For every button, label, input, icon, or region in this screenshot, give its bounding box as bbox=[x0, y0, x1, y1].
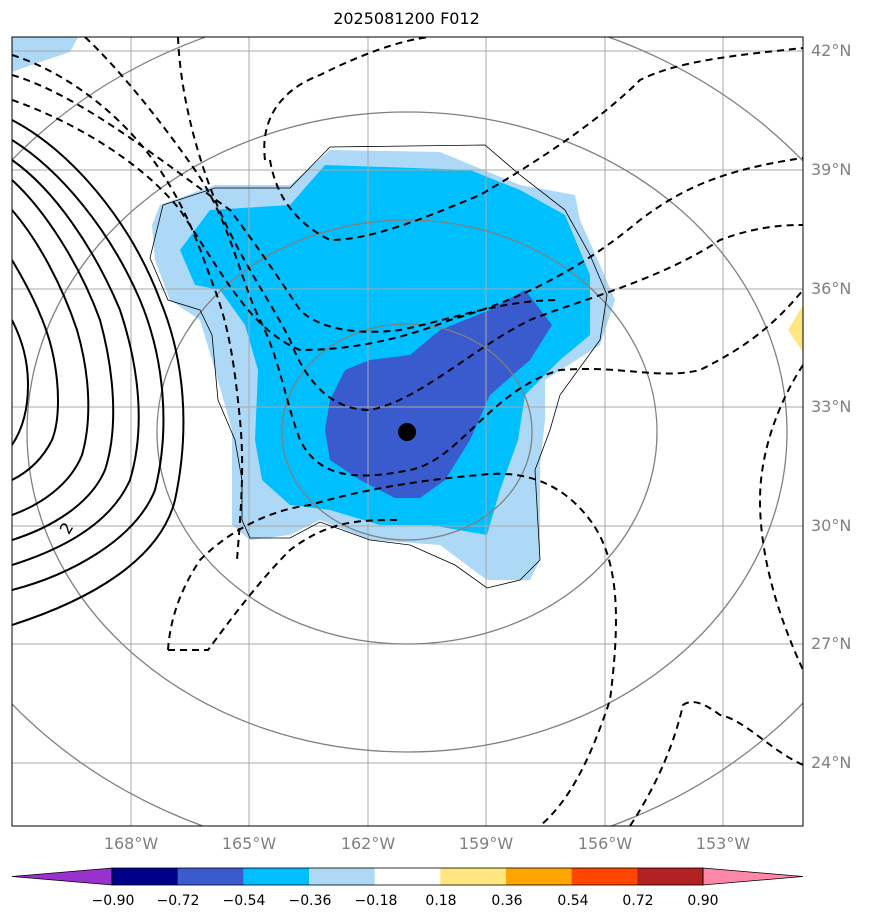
contour-label: 2 bbox=[56, 519, 78, 537]
lat-label-39: 39°N bbox=[811, 160, 852, 179]
solid-contours bbox=[12, 119, 185, 626]
colorbar-tick: 0.54 bbox=[557, 893, 589, 909]
colorbar-tick: 0.18 bbox=[425, 893, 457, 909]
shade-topleft bbox=[12, 37, 78, 72]
colorbar-tick: −0.72 bbox=[156, 893, 200, 909]
colorbar-extend-low bbox=[11, 867, 113, 886]
colorbar-tick: −0.90 bbox=[91, 893, 135, 909]
colorbar-segment bbox=[177, 868, 244, 885]
lon-label-165: 165°W bbox=[221, 834, 277, 853]
lon-label-162: 162°W bbox=[340, 834, 396, 853]
dashed-contours bbox=[12, 37, 803, 826]
colorbar-tick: −0.54 bbox=[222, 893, 266, 909]
lat-label-33: 33°N bbox=[811, 397, 852, 416]
colorbar-extend-high bbox=[702, 867, 804, 886]
colorbar-tick: 0.36 bbox=[491, 893, 523, 909]
map-panel: 2 bbox=[11, 36, 804, 827]
shade-positive bbox=[788, 305, 803, 352]
colorbar-segment bbox=[637, 868, 704, 885]
colorbar bbox=[11, 867, 804, 886]
lat-label-42: 42°N bbox=[811, 41, 852, 60]
lat-label-30: 30°N bbox=[811, 516, 852, 535]
colorbar-segment bbox=[309, 868, 376, 885]
lat-label-36: 36°N bbox=[811, 279, 852, 298]
lat-label-27: 27°N bbox=[811, 634, 852, 653]
range-rings bbox=[12, 37, 803, 826]
colorbar-segment bbox=[571, 868, 638, 885]
graticule bbox=[12, 37, 803, 826]
colorbar-segment bbox=[506, 868, 573, 885]
colorbar-tick: −0.18 bbox=[354, 893, 398, 909]
lon-label-156: 156°W bbox=[577, 834, 633, 853]
colorbar-tick: 0.72 bbox=[622, 893, 654, 909]
lat-label-24: 24°N bbox=[811, 753, 852, 772]
lon-label-153: 153°W bbox=[695, 834, 751, 853]
colorbar-frame bbox=[111, 867, 704, 886]
thin-contour bbox=[149, 144, 608, 589]
lon-label-159: 159°W bbox=[458, 834, 514, 853]
colorbar-tick: 0.90 bbox=[687, 893, 719, 909]
lon-label-168: 168°W bbox=[103, 834, 159, 853]
map-frame bbox=[11, 36, 804, 827]
storm-center-marker bbox=[398, 423, 416, 441]
colorbar-segment bbox=[112, 868, 179, 885]
colorbar-segment bbox=[440, 868, 507, 885]
plot-title: 2025081200 F012 bbox=[333, 9, 480, 28]
colorbar-segment bbox=[243, 868, 310, 885]
colorbar-segment bbox=[374, 868, 441, 885]
colorbar-tick: −0.36 bbox=[288, 893, 332, 909]
shade-dark-blue bbox=[325, 290, 552, 498]
